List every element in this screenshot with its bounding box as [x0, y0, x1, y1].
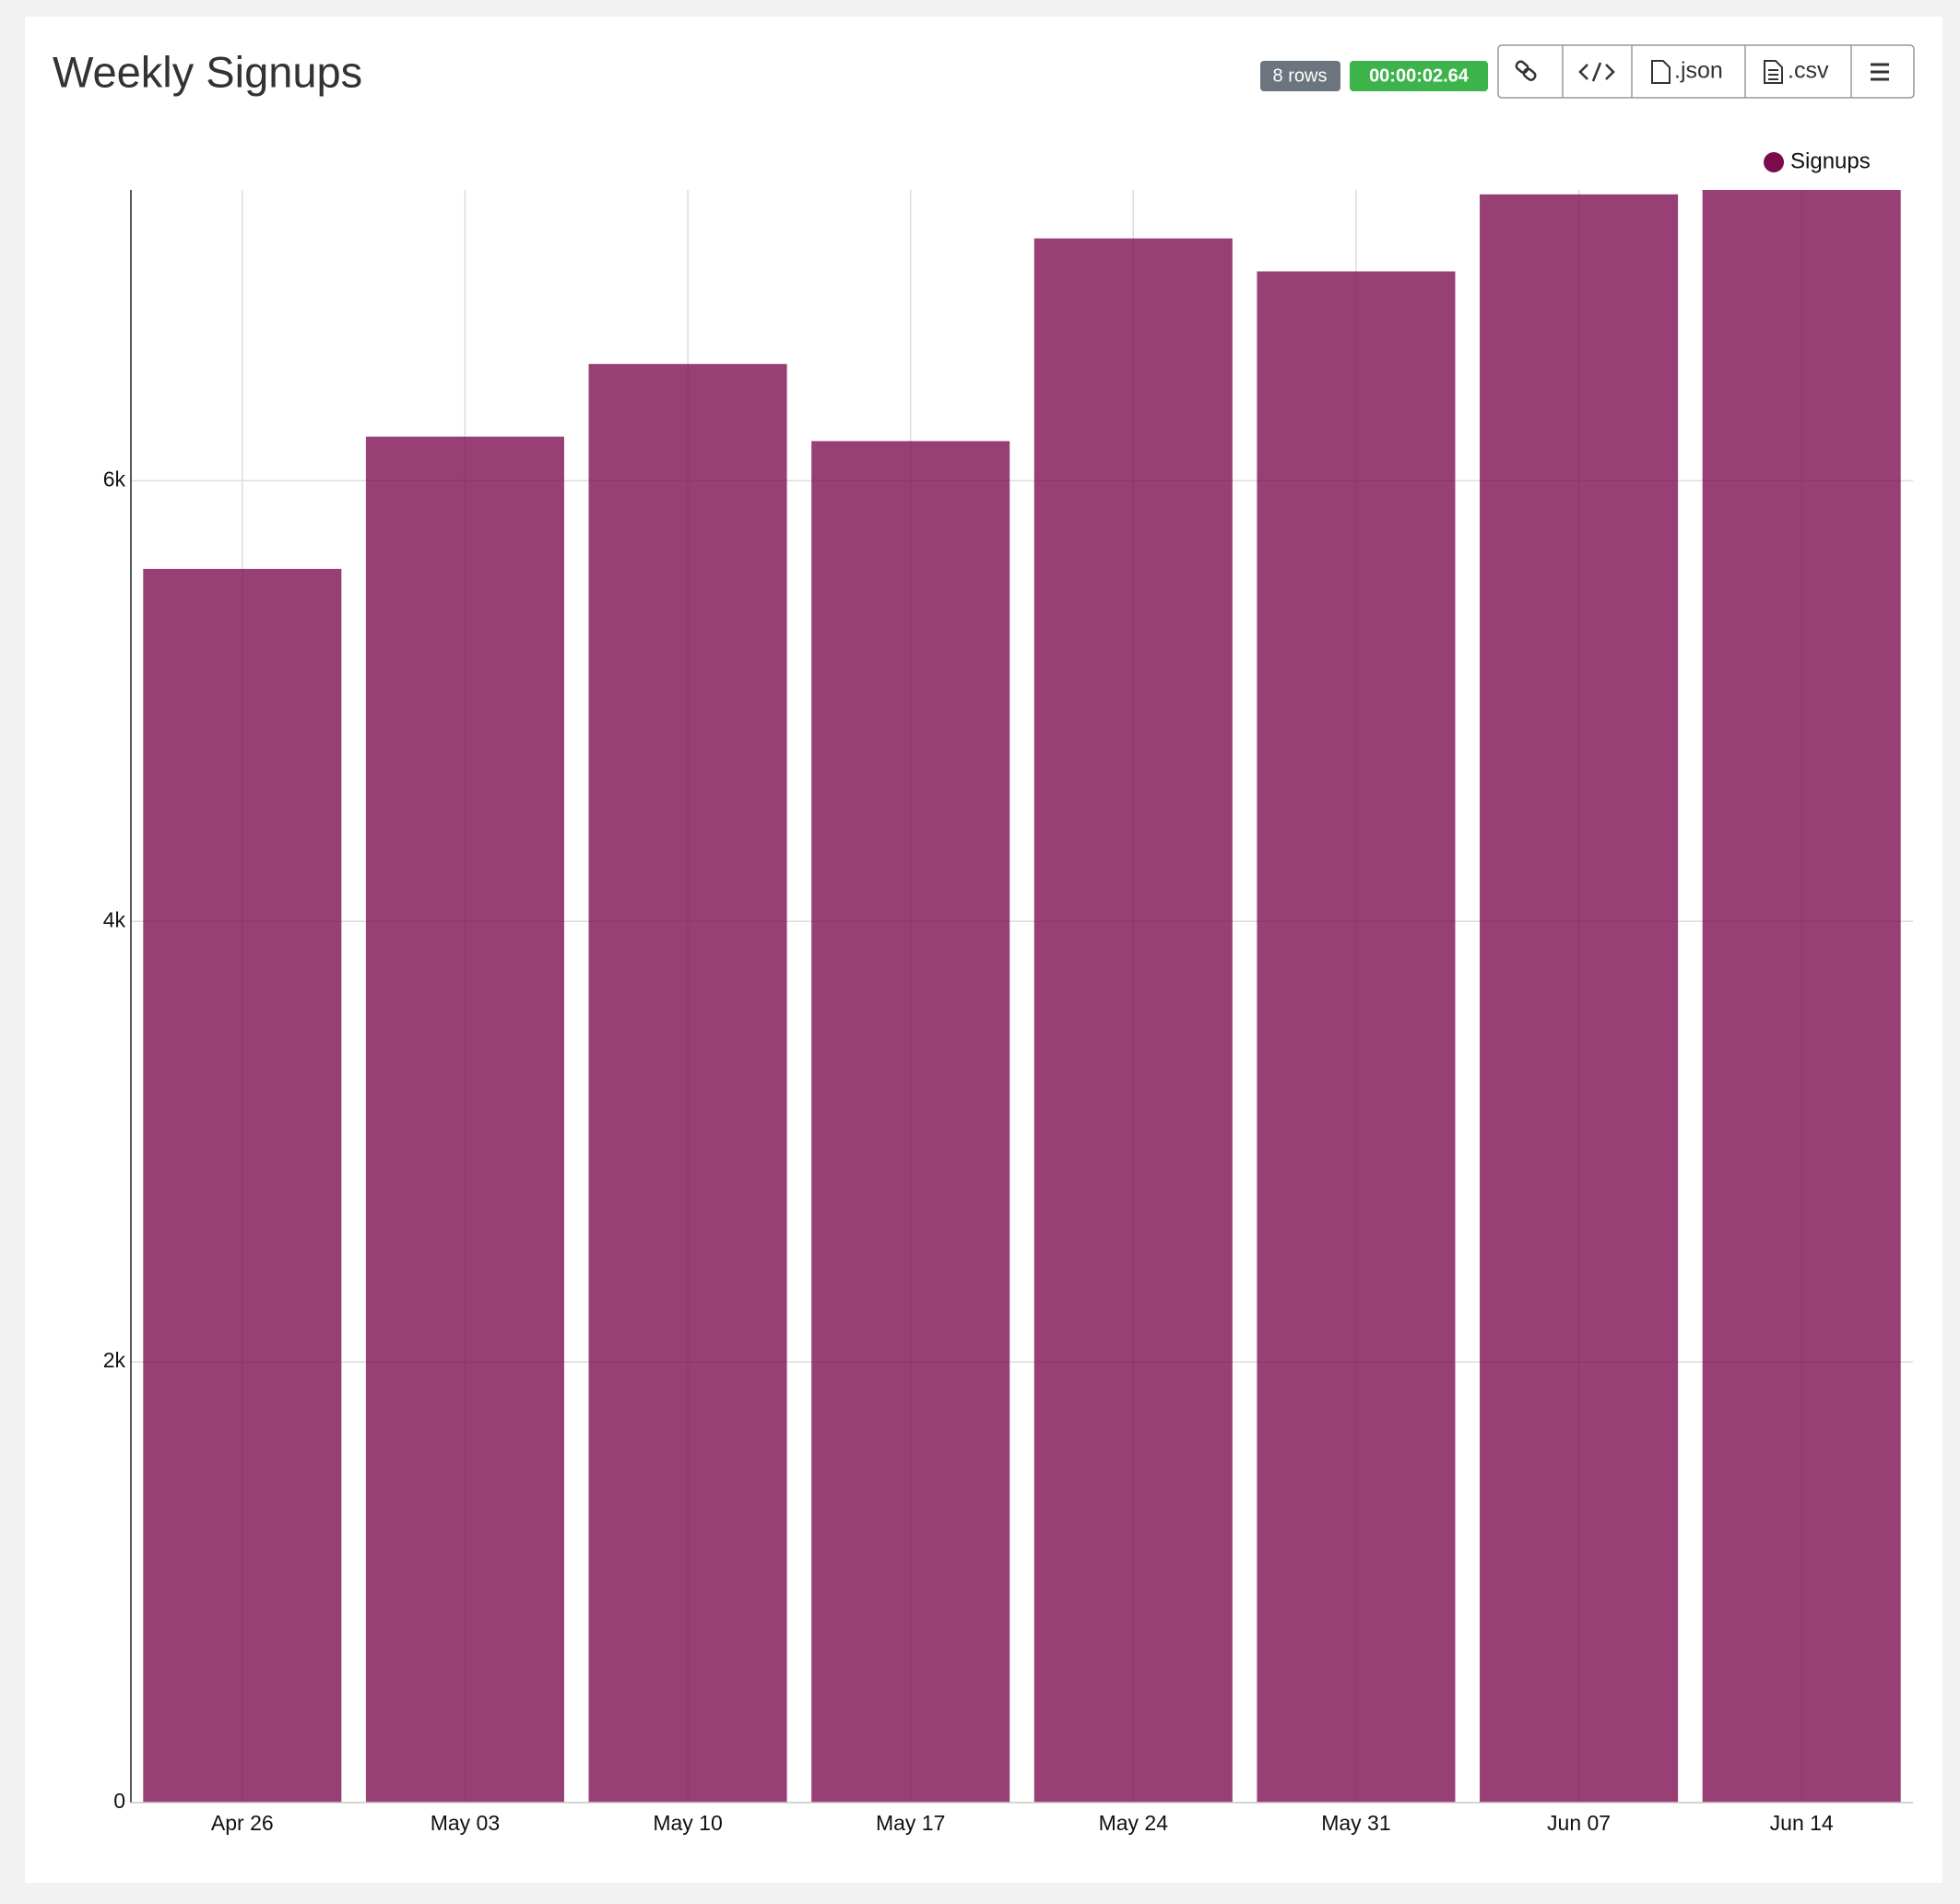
bar	[365, 436, 564, 1803]
y-tick-label: 0	[113, 1789, 125, 1813]
time-badge	[1350, 61, 1488, 91]
csv-button[interactable]	[1764, 60, 1783, 84]
chart-title: Weekly Signups	[53, 47, 362, 96]
plot: 0 2k 4k 6k Signups Apr 26 May 03 May 10 May 17 Ma…	[103, 148, 1913, 1835]
x-tick-label: May 31	[1321, 1811, 1390, 1835]
bar	[1257, 271, 1456, 1803]
bar	[143, 568, 342, 1803]
legend-marker	[1764, 152, 1784, 172]
button-group	[1497, 44, 1915, 99]
x-tick-label: May 24	[1099, 1811, 1169, 1835]
y-tick-label: 4k	[103, 907, 126, 931]
csv-label: .csv	[1788, 58, 1829, 84]
bar	[588, 363, 787, 1803]
rows-badge	[1260, 61, 1340, 91]
link-icon	[1522, 67, 1537, 81]
y-tick-label: 2k	[103, 1348, 126, 1372]
json-button[interactable]	[1651, 60, 1671, 84]
x-tick-label: Jun 07	[1547, 1811, 1611, 1835]
x-tick-label: Apr 26	[211, 1811, 274, 1835]
time-badge-text: 00:00:02.64	[1369, 65, 1470, 86]
y-tick-label: 6k	[103, 467, 126, 491]
bar	[1033, 238, 1233, 1803]
x-tick-label: Jun 14	[1770, 1811, 1834, 1835]
bar	[811, 441, 1010, 1803]
bar	[1480, 194, 1679, 1803]
json-label: .json	[1674, 58, 1723, 84]
rows-badge-text: 8 rows	[1273, 65, 1328, 86]
x-tick-label: May 03	[431, 1811, 500, 1835]
legend-label: Signups	[1790, 148, 1871, 173]
code-button[interactable]	[1578, 62, 1615, 82]
link-button[interactable]	[1515, 60, 1529, 74]
x-tick-label: May 17	[876, 1811, 945, 1835]
bar	[1702, 190, 1901, 1803]
menu-button[interactable]	[1871, 63, 1889, 81]
button-frame	[1497, 44, 1915, 99]
x-tick-label: May 10	[653, 1811, 722, 1835]
